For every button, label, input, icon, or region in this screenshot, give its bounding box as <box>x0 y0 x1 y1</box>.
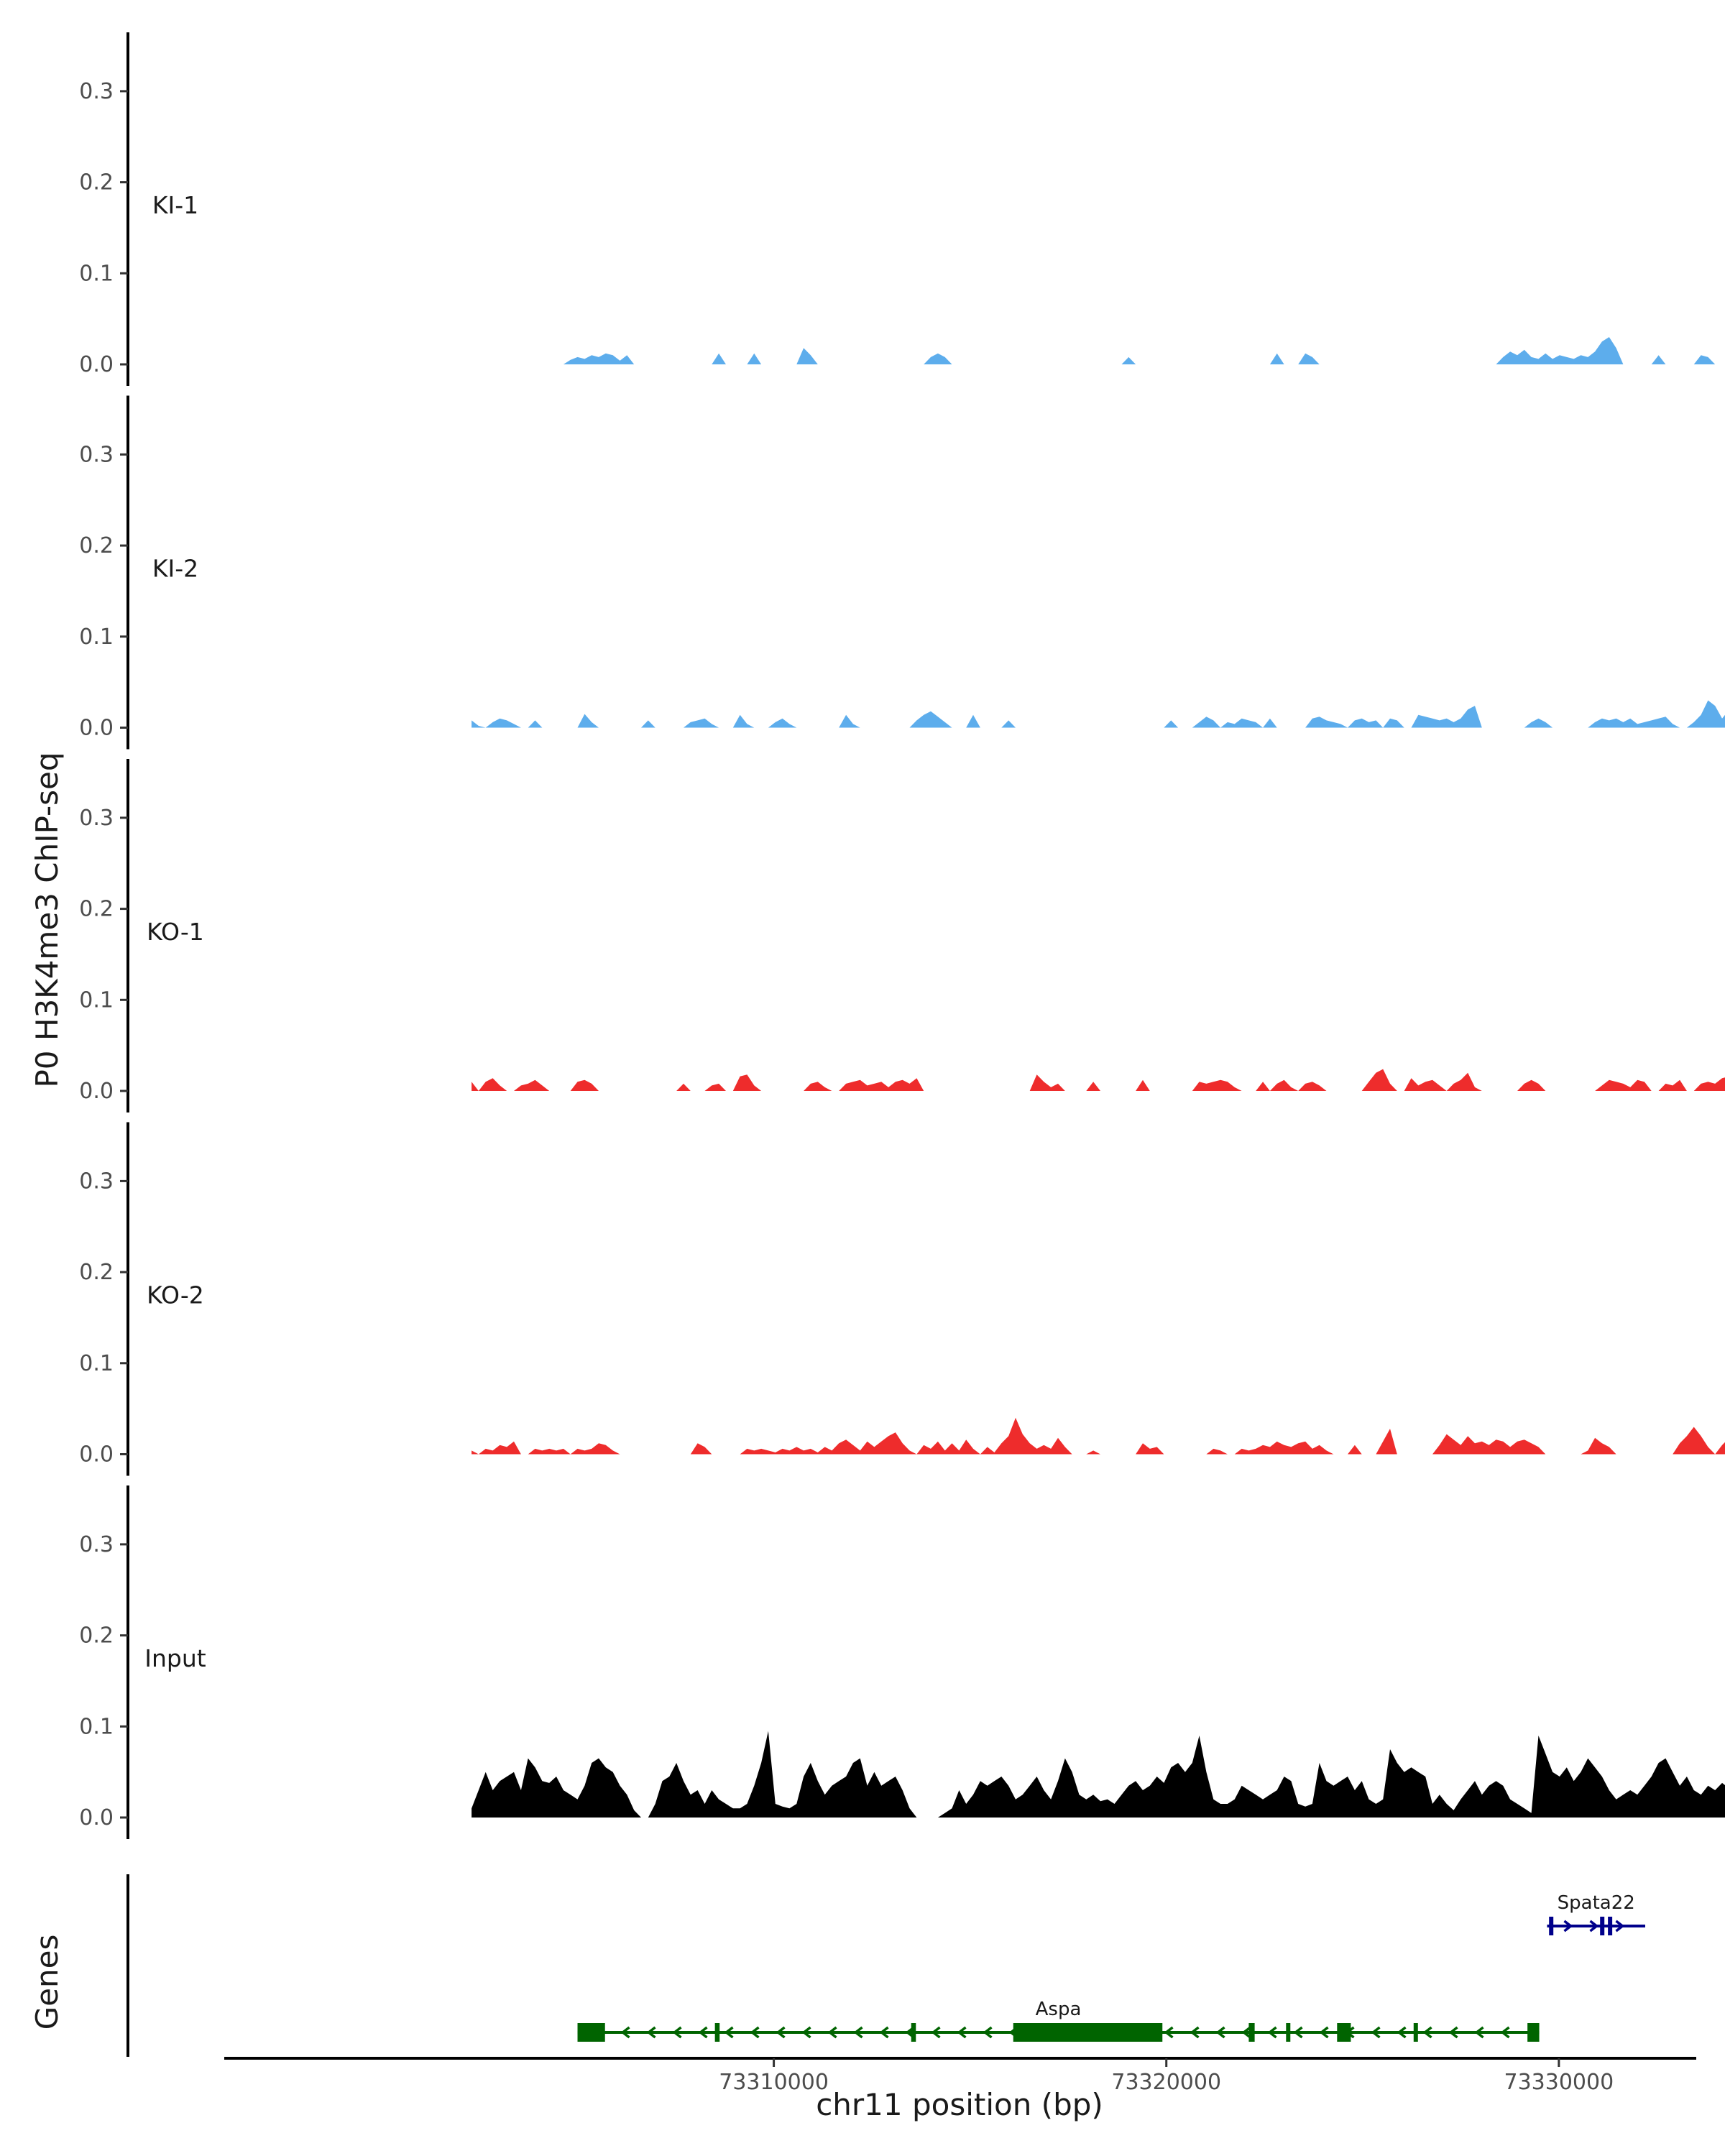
strand-arrow <box>1164 2026 1174 2039</box>
strand-arrow <box>698 2026 708 2039</box>
exon <box>1248 2023 1255 2042</box>
gene-aspa: Aspa <box>577 1999 1540 2042</box>
strand-arrow <box>1293 2026 1303 2039</box>
genes-axis-title: Genes <box>29 1935 65 2030</box>
tracks-layer: 0.00.10.20.3KI-10.00.10.20.3KI-20.00.10.… <box>79 32 1725 1839</box>
x-tick-label: 73330000 <box>1504 2070 1614 2095</box>
track-ko-1: 0.0 0.1 0.2 0.3 KO-1 <box>79 759 1725 1112</box>
exon <box>1337 2023 1351 2042</box>
strand-arrow <box>750 2026 760 2039</box>
signal-area-input <box>472 1731 1725 1818</box>
track-ki-2: 0.0 0.1 0.2 0.3 KI-2 <box>79 395 1725 750</box>
y-tick-label: 0.3 <box>79 806 114 831</box>
y-tick-label: 0.2 <box>79 533 114 558</box>
y-tick-label: 0.0 <box>79 1805 114 1830</box>
signal-area-ki-1 <box>472 337 1725 364</box>
track-label: KI-2 <box>152 555 198 583</box>
y-tick-label: 0.1 <box>79 261 114 286</box>
y-tick-label: 0.2 <box>79 1260 114 1285</box>
gene-label: Aspa <box>1036 1999 1082 2020</box>
strand-arrow <box>646 2026 656 2039</box>
y-tick-label: 0.3 <box>79 442 114 467</box>
strand-arrow <box>1500 2026 1510 2039</box>
track-label: KI-1 <box>152 191 198 219</box>
exon <box>1286 2023 1291 2042</box>
strand-arrow <box>827 2026 837 2039</box>
strand-arrow <box>1267 2026 1277 2039</box>
track-label: KO-2 <box>147 1281 204 1309</box>
x-axis-title: chr11 position (bp) <box>816 2087 1103 2122</box>
strand-arrow <box>931 2026 941 2039</box>
genes-layer: Aspa Spata22 <box>126 1874 1646 2057</box>
y-tick-label: 0.1 <box>79 625 114 650</box>
x-tick-label: 73310000 <box>719 2070 829 2095</box>
strand-arrow <box>1319 2026 1329 2039</box>
exon <box>1013 2023 1163 2042</box>
exon <box>911 2023 916 2042</box>
exon <box>714 2023 720 2042</box>
strand-arrow <box>1448 2026 1458 2039</box>
y-tick-label: 0.2 <box>79 1623 114 1649</box>
y-tick-label: 0.0 <box>79 1079 114 1104</box>
y-tick-label: 0.2 <box>79 170 114 195</box>
y-tick-label: 0.3 <box>79 79 114 104</box>
strand-arrow <box>1589 1920 1599 1932</box>
strand-arrow <box>620 2026 630 2039</box>
strand-arrow <box>1190 2026 1200 2039</box>
exon <box>1527 2023 1540 2042</box>
strand-arrow <box>1563 1920 1573 1932</box>
track-input: 0.0 0.1 0.2 0.3 Input <box>79 1485 1725 1839</box>
strand-arrow <box>957 2026 967 2039</box>
exon <box>577 2023 605 2042</box>
y-tick-label: 0.3 <box>79 1532 114 1557</box>
y-tick-label: 0.0 <box>79 352 114 377</box>
strand-arrow <box>1215 2026 1225 2039</box>
strand-arrow <box>672 2026 682 2039</box>
signal-area-ko-1 <box>472 1069 1725 1091</box>
strand-arrow <box>853 2026 863 2039</box>
y-tick-label: 0.0 <box>79 1442 114 1468</box>
strand-arrow <box>1397 2026 1407 2039</box>
signal-area-ko-2 <box>472 1417 1725 1455</box>
signal-area-ki-2 <box>472 700 1725 728</box>
strand-arrow <box>1241 2026 1251 2039</box>
exon <box>1413 2023 1418 2042</box>
track-label: KO-1 <box>147 918 204 946</box>
track-label: Input <box>144 1644 206 1672</box>
track-ki-1: 0.0 0.1 0.2 0.3 KI-1 <box>79 32 1725 386</box>
y-tick-label: 0.1 <box>79 1714 114 1739</box>
exon <box>1608 1917 1613 1935</box>
exon <box>1600 1917 1605 1935</box>
exon <box>1549 1917 1554 1935</box>
strand-arrow <box>776 2026 786 2039</box>
gene-spata22: Spata22 <box>1547 1892 1646 1935</box>
y-axis-title: P0 H3K4me3 ChIP-seq <box>29 752 65 1087</box>
strand-arrow <box>1474 2026 1484 2039</box>
y-tick-label: 0.3 <box>79 1169 114 1194</box>
strand-arrow <box>724 2026 734 2039</box>
strand-arrow <box>1422 2026 1432 2039</box>
track-ko-2: 0.0 0.1 0.2 0.3 KO-2 <box>79 1122 1725 1476</box>
y-tick-label: 0.0 <box>79 716 114 741</box>
gene-label: Spata22 <box>1558 1892 1635 1914</box>
x-tick-label: 73320000 <box>1111 2070 1221 2095</box>
strand-arrow <box>801 2026 811 2039</box>
y-tick-label: 0.1 <box>79 987 114 1013</box>
strand-arrow <box>879 2026 889 2039</box>
strand-arrow <box>1371 2026 1381 2039</box>
x-axis: 73310000 73320000 73330000 <box>224 2057 1696 2095</box>
y-tick-label: 0.2 <box>79 897 114 922</box>
y-tick-label: 0.1 <box>79 1351 114 1376</box>
strand-arrow <box>983 2026 993 2039</box>
strand-arrow <box>1615 1920 1625 1932</box>
